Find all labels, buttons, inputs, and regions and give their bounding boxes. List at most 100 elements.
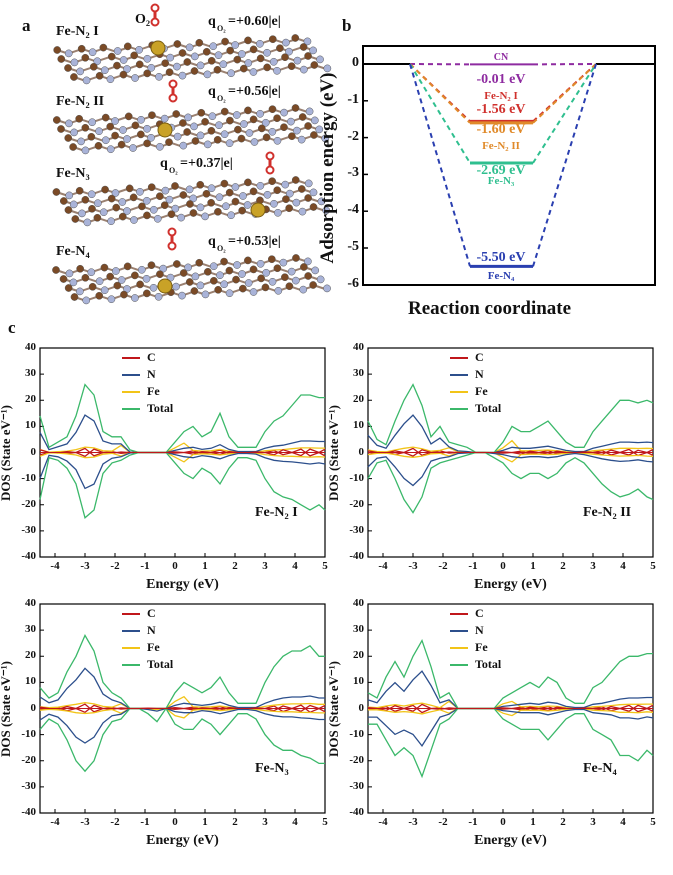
nitrogen-atom: [143, 124, 151, 133]
carbon-atom: [220, 179, 229, 188]
energy-value-label: -5.50 eV: [476, 250, 526, 265]
y-tick-label: -10: [349, 471, 364, 484]
nitrogen-atom: [196, 131, 205, 140]
carbon-atom: [261, 283, 270, 292]
x-tick-label: -4: [50, 816, 60, 828]
x-tick-label: -3: [80, 560, 90, 572]
nitrogen-atom: [119, 126, 127, 134]
nitrogen-atom: [156, 142, 164, 151]
legend-label: C: [475, 606, 484, 620]
x-tick-label: -3: [408, 816, 418, 828]
carbon-atom: [225, 188, 234, 197]
nitrogen-atom: [249, 68, 258, 76]
energy-value-label: -1.56 eV: [476, 102, 526, 117]
carbon-atom: [147, 261, 156, 270]
dos-panel-label: Fe-N₄: [583, 761, 617, 776]
carbon-atom: [77, 44, 86, 53]
carbon-atom: [237, 134, 246, 143]
carbon-atom: [64, 64, 72, 72]
x-tick-label: -3: [408, 560, 418, 572]
y-tick-label: 30: [353, 623, 364, 636]
carbon-atom: [291, 176, 300, 184]
nitrogen-atom: [309, 46, 317, 55]
carbon-atom: [124, 112, 133, 121]
carbon-atom: [268, 177, 277, 186]
iron-atom: [157, 278, 173, 294]
series-name-label: Fe-N₂ I: [484, 90, 518, 102]
charge-subscript: O₂: [217, 244, 226, 253]
nitrogen-atom: [191, 52, 199, 61]
nitrogen-atom: [232, 111, 241, 119]
n-dos-curve: [368, 707, 654, 748]
x-tick-label: 5: [650, 816, 656, 828]
carbon-atom: [190, 67, 199, 75]
carbon-atom: [70, 73, 78, 81]
y-tick-label: 30: [25, 367, 36, 380]
x-tick-label: 4: [620, 816, 626, 828]
y-tick-label: 0: [358, 445, 365, 458]
y-tick-label: -5: [347, 239, 359, 254]
nitrogen-atom: [273, 66, 281, 75]
charge-subscript: O₂: [169, 166, 178, 175]
carbon-atom: [207, 198, 215, 207]
nitrogen-atom: [274, 208, 282, 217]
nitrogen-atom: [305, 107, 314, 116]
carbon-atom: [186, 200, 194, 208]
carbon-atom: [226, 46, 235, 55]
transition-dashed-line: [409, 63, 597, 164]
nitrogen-atom: [69, 278, 78, 287]
nitrogen-atom: [227, 69, 235, 78]
nitrogen-atom: [299, 65, 308, 74]
y-tick-label: -4: [347, 202, 359, 218]
x-tick-label: -3: [80, 816, 90, 828]
y-tick-label: -40: [21, 550, 36, 562]
y-tick-label: -1: [347, 91, 359, 107]
nitrogen-atom: [149, 205, 158, 214]
carbon-atom: [81, 273, 90, 282]
y-tick-label: 20: [25, 649, 36, 662]
nitrogen-atom: [201, 212, 209, 221]
nitrogen-atom: [215, 193, 224, 202]
nitrogen-atom: [268, 127, 277, 136]
nitrogen-atom: [321, 134, 330, 143]
dos-xlabel: Energy (eV): [474, 577, 547, 592]
carbon-atom: [112, 203, 121, 212]
carbon-atom: [94, 141, 103, 150]
nitrogen-atom: [70, 128, 78, 137]
carbon-atom: [189, 209, 198, 217]
dos-ylabel: DOS (State eV⁻¹): [326, 660, 341, 757]
carbon-atom: [257, 124, 266, 133]
carbon-atom: [53, 46, 62, 54]
carbon-atom: [59, 275, 68, 283]
nitrogen-atom: [87, 190, 96, 199]
carbon-atom: [101, 113, 110, 122]
y-tick-label: -40: [21, 806, 36, 818]
panel-c-letter: c: [8, 318, 16, 337]
carbon-atom: [172, 260, 181, 268]
x-tick-label: 4: [292, 560, 298, 572]
carbon-atom: [173, 40, 182, 48]
carbon-atom: [107, 194, 116, 203]
carbon-atom: [285, 282, 294, 291]
nitrogen-atom: [154, 292, 163, 301]
fe-dos-curve: [39, 695, 325, 710]
panel-b-letter: b: [342, 16, 352, 35]
carbon-atom: [81, 195, 90, 204]
carbon-atom: [167, 210, 176, 219]
x-tick-label: 3: [590, 816, 596, 828]
carbon-atom: [309, 281, 317, 289]
nitrogen-atom: [233, 261, 241, 269]
y-tick-label: 0: [358, 701, 365, 714]
n-dos-curve: [39, 414, 325, 454]
nitrogen-atom: [106, 145, 115, 154]
carbon-atom: [304, 52, 312, 60]
carbon-atom: [142, 289, 151, 298]
carbon-atom: [88, 282, 97, 291]
oxygen-atom: [167, 227, 177, 237]
carbon-atom: [239, 284, 247, 293]
x-tick-label: -1: [140, 816, 150, 828]
nitrogen-atom: [123, 207, 131, 215]
carbon-atom: [185, 278, 194, 286]
nitrogen-atom: [149, 283, 158, 292]
nitrogen-atom: [95, 277, 104, 286]
